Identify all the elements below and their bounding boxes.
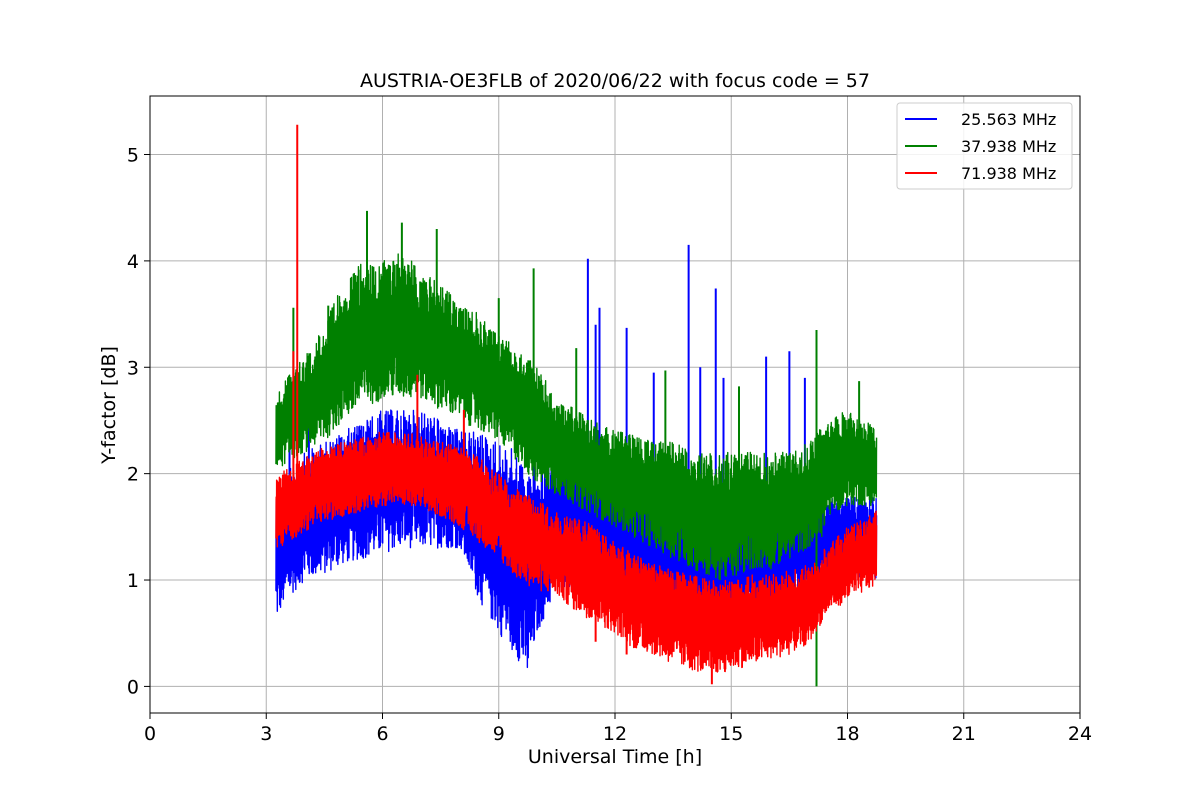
series-line xyxy=(275,431,878,673)
x-tick-label: 18 xyxy=(835,723,859,745)
legend-box xyxy=(896,102,1073,190)
series-layer xyxy=(275,124,878,687)
x-tick-label: 0 xyxy=(144,723,156,745)
x-tick-label: 3 xyxy=(260,723,272,745)
y-tick-label: 0 xyxy=(127,676,139,698)
y-tick-label: 2 xyxy=(127,464,139,486)
legend-label: 37.938 MHz xyxy=(961,137,1056,156)
x-tick-label: 12 xyxy=(603,723,627,745)
legend: 25.563 MHz 37.938 MHz 71.938 MHz xyxy=(896,102,1073,190)
legend-label: 71.938 MHz xyxy=(961,164,1056,183)
x-tick-label: 15 xyxy=(719,723,743,745)
x-axis-label: Universal Time [h] xyxy=(528,746,702,768)
y-tick-label: 3 xyxy=(127,357,139,379)
x-tick-label: 24 xyxy=(1068,723,1092,745)
x-tick-label: 9 xyxy=(493,723,505,745)
y-tick-label: 4 xyxy=(127,251,139,273)
y-axis-label: Y-factor [dB] xyxy=(98,346,120,465)
y-tick-label: 1 xyxy=(127,570,139,592)
x-tick-label: 21 xyxy=(952,723,976,745)
series-2 xyxy=(275,124,878,685)
chart-title: AUSTRIA-OE3FLB of 2020/06/22 with focus … xyxy=(360,70,870,92)
x-tick-label: 6 xyxy=(376,723,388,745)
legend-label: 25.563 MHz xyxy=(961,110,1056,129)
y-tick-label: 5 xyxy=(127,145,139,167)
